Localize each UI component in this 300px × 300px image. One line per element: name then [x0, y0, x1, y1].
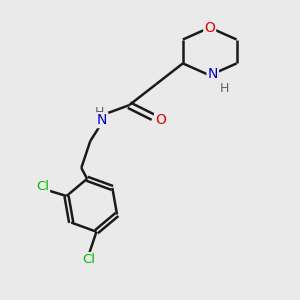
Text: H: H — [220, 82, 229, 95]
Text: N: N — [208, 67, 218, 81]
Text: N: N — [97, 113, 107, 127]
Text: Cl: Cl — [36, 180, 49, 193]
Text: O: O — [204, 21, 215, 34]
Text: O: O — [155, 113, 166, 127]
Text: H: H — [94, 106, 104, 119]
Text: Cl: Cl — [82, 253, 95, 266]
